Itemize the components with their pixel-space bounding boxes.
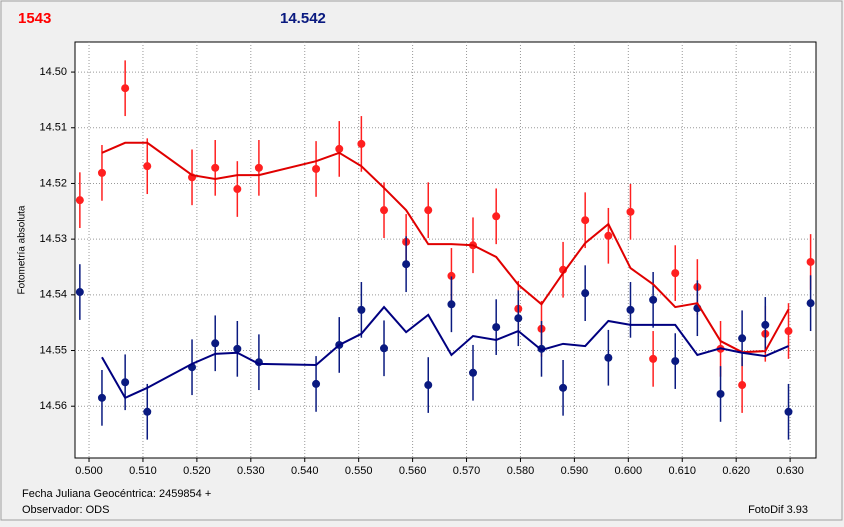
fit-line (101, 141, 790, 354)
x-tick-label: 0.560 (399, 465, 427, 477)
data-point (447, 271, 456, 280)
x-tick-label: 0.510 (129, 465, 157, 477)
software: FotoDif 3.93 (748, 504, 808, 516)
x-tick-label: 0.520 (183, 465, 211, 477)
y-tick-label: 14.51 (39, 122, 67, 134)
data-point (784, 407, 793, 416)
data-point (514, 314, 523, 323)
y-tick-label: 14.52 (39, 177, 67, 189)
data-point (559, 383, 568, 392)
data-point (626, 207, 635, 216)
data-point (649, 295, 658, 304)
data-point (312, 164, 321, 173)
data-point (671, 357, 680, 366)
data-point (784, 327, 793, 336)
data-point (716, 389, 725, 398)
x-tick-label: 0.590 (561, 465, 589, 477)
fit-line (101, 305, 789, 400)
y-tick-label: 14.50 (39, 66, 67, 78)
data-point (604, 231, 613, 240)
data-point (626, 305, 635, 314)
x-tick-label: 0.610 (668, 465, 696, 477)
data-point (121, 84, 130, 93)
data-point (211, 339, 220, 348)
data-point (649, 354, 658, 363)
x-axis-label: Fecha Juliana Geocéntrica: 2459854 + (22, 488, 211, 500)
data-point (738, 381, 747, 390)
x-tick-label: 0.550 (345, 465, 373, 477)
data-point (806, 257, 815, 266)
data-point (604, 353, 613, 362)
data-point (671, 269, 680, 278)
title-left: 1543 (18, 10, 51, 27)
y-tick-label: 14.56 (39, 400, 67, 412)
data-point (581, 289, 590, 298)
observer: Observador: ODS (22, 504, 109, 516)
data-point (143, 407, 152, 416)
data-point (254, 163, 263, 172)
plot-area (74, 41, 817, 459)
data-point (380, 206, 389, 215)
x-tick-label: 0.630 (776, 465, 804, 477)
data-point (357, 139, 366, 148)
data-point (761, 320, 770, 329)
data-point (357, 305, 366, 314)
data-point (581, 216, 590, 225)
data-point (402, 260, 411, 269)
y-tick-label: 14.54 (39, 289, 67, 301)
data-point (233, 344, 242, 353)
data-point (143, 162, 152, 171)
data-point (806, 299, 815, 308)
data-point (233, 185, 242, 194)
y-axis-label: Fotometría absoluta (17, 205, 28, 294)
data-point (469, 368, 478, 377)
x-tick-label: 0.500 (75, 465, 103, 477)
x-tick-label: 0.570 (453, 465, 481, 477)
x-tick-label: 0.530 (237, 465, 265, 477)
data-point (211, 163, 220, 172)
data-point (492, 212, 501, 221)
x-tick-label: 0.620 (722, 465, 750, 477)
data-point (335, 144, 344, 153)
y-tick-label: 14.55 (39, 344, 67, 356)
data-point (738, 334, 747, 343)
data-point (97, 393, 106, 402)
x-tick-label: 0.600 (615, 465, 643, 477)
data-point (75, 196, 84, 205)
data-point (75, 288, 84, 297)
data-point (447, 300, 456, 309)
data-point (380, 344, 389, 353)
x-tick-label: 0.540 (291, 465, 319, 477)
title-right: 14.542 (280, 10, 326, 27)
data-point (492, 323, 501, 332)
data-point (424, 381, 433, 390)
data-point (312, 379, 321, 388)
data-point (97, 168, 106, 177)
data-point (121, 378, 130, 387)
y-tick-label: 14.53 (39, 233, 67, 245)
data-point (424, 206, 433, 215)
x-tick-label: 0.580 (507, 465, 535, 477)
